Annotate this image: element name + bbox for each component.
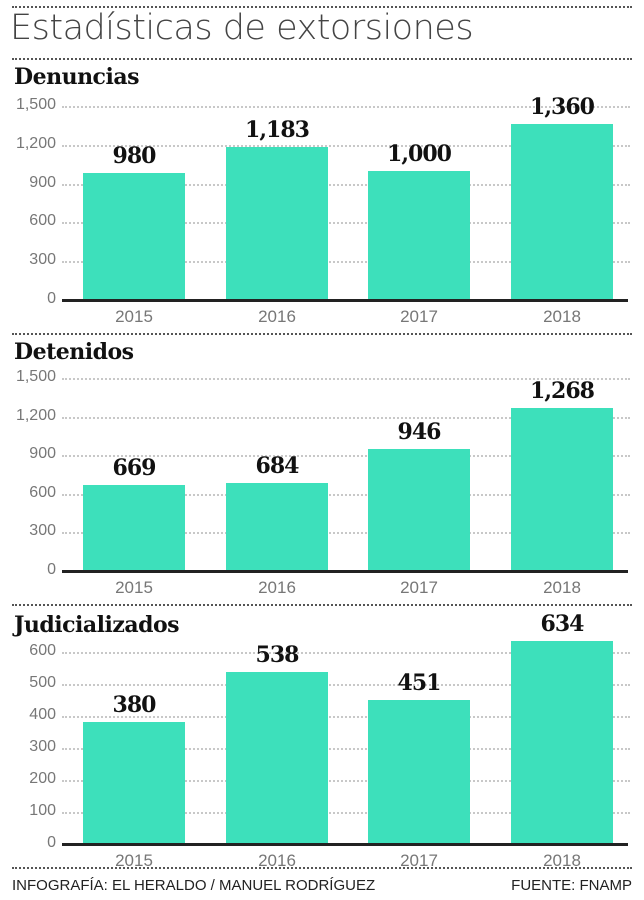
x-axis bbox=[62, 299, 628, 302]
gridline bbox=[62, 493, 630, 496]
x-tick-label: 2016 bbox=[258, 578, 296, 597]
y-tick-label: 400 bbox=[29, 706, 56, 723]
y-tick-label: 100 bbox=[29, 802, 56, 819]
chart-title-judicializados: Judicializados bbox=[14, 612, 180, 638]
bar-2017 bbox=[368, 170, 470, 300]
bar-value-label: 684 bbox=[255, 452, 300, 479]
x-axis bbox=[62, 570, 628, 573]
bar-2016 bbox=[226, 146, 328, 300]
chart-title-denuncias: Denuncias bbox=[14, 64, 139, 90]
y-tick-label: 1,200 bbox=[15, 134, 56, 152]
gridline bbox=[62, 780, 630, 782]
bar-2018 bbox=[511, 641, 613, 844]
bar-value-label: 980 bbox=[112, 143, 157, 170]
bar-2018 bbox=[511, 124, 613, 300]
y-tick-label: 300 bbox=[29, 251, 56, 269]
page-title: Estadísticas de extorsiones bbox=[10, 8, 474, 48]
gridline bbox=[62, 416, 630, 419]
bar-value-label: 669 bbox=[112, 454, 157, 481]
x-tick-label: 2017 bbox=[400, 851, 438, 870]
bar-value-label: 1,183 bbox=[245, 116, 310, 143]
bar-2016 bbox=[226, 671, 328, 844]
bar-value-label: 538 bbox=[255, 641, 300, 668]
bar-2016 bbox=[226, 482, 328, 571]
section-divider bbox=[12, 333, 632, 335]
gridline bbox=[62, 748, 630, 750]
y-tick-label: 1,200 bbox=[15, 406, 56, 424]
gridline bbox=[62, 183, 630, 186]
footer-divider bbox=[12, 867, 632, 869]
y-tick-label: 200 bbox=[29, 770, 56, 787]
bar-value-label: 1,268 bbox=[530, 377, 595, 404]
y-tick-label: 600 bbox=[29, 483, 56, 501]
x-tick-label: 2018 bbox=[543, 307, 581, 326]
y-tick-label: 300 bbox=[29, 522, 56, 540]
gridline bbox=[62, 222, 630, 225]
source-text: FUENTE: FNAMP bbox=[511, 877, 632, 894]
bar-2015 bbox=[83, 173, 185, 300]
gridline bbox=[62, 106, 630, 108]
x-axis bbox=[62, 843, 628, 846]
y-tick-label: 500 bbox=[29, 674, 56, 691]
bar-value-label: 380 bbox=[112, 692, 157, 719]
bar-value-label: 634 bbox=[540, 611, 585, 638]
bar-2017 bbox=[368, 699, 470, 844]
bar-value-label: 1,000 bbox=[387, 140, 452, 167]
gridline bbox=[62, 261, 630, 264]
x-tick-label: 2015 bbox=[115, 307, 153, 326]
gridline bbox=[62, 378, 630, 380]
gridline bbox=[62, 812, 630, 814]
y-tick-label: 0 bbox=[47, 290, 56, 307]
y-tick-label: 0 bbox=[47, 561, 56, 578]
bar-2015 bbox=[83, 722, 185, 844]
y-tick-label: 600 bbox=[29, 642, 56, 659]
section-divider bbox=[12, 604, 632, 606]
y-tick-label: 1,500 bbox=[15, 96, 56, 113]
bar-value-label: 946 bbox=[397, 419, 442, 446]
y-tick-label: 1,500 bbox=[15, 368, 56, 385]
bar-value-label: 451 bbox=[397, 669, 442, 696]
y-tick-label: 300 bbox=[29, 738, 56, 755]
title-divider bbox=[12, 58, 632, 60]
gridline bbox=[62, 144, 630, 147]
x-tick-label: 2016 bbox=[258, 851, 296, 870]
y-tick-label: 600 bbox=[29, 212, 56, 230]
gridline bbox=[62, 684, 630, 686]
x-tick-label: 2016 bbox=[258, 307, 296, 326]
credit-text: INFOGRAFÍA: EL HERALDO / MANUEL RODRÍGUE… bbox=[12, 877, 376, 894]
chart-title-detenidos: Detenidos bbox=[14, 339, 134, 365]
x-tick-label: 2017 bbox=[400, 307, 438, 326]
x-tick-label: 2015 bbox=[115, 578, 153, 597]
y-tick-label: 900 bbox=[29, 445, 56, 463]
x-tick-label: 2018 bbox=[543, 578, 581, 597]
gridline bbox=[62, 652, 630, 654]
bar-2015 bbox=[83, 484, 185, 571]
bar-2018 bbox=[511, 407, 613, 571]
y-tick-label: 0 bbox=[47, 834, 56, 851]
x-tick-label: 2015 bbox=[115, 851, 153, 870]
top-divider bbox=[12, 6, 632, 8]
y-tick-label: 900 bbox=[29, 173, 56, 191]
x-tick-label: 2018 bbox=[543, 851, 581, 870]
bar-2017 bbox=[368, 449, 470, 571]
gridline bbox=[62, 455, 630, 458]
bar-value-label: 1,360 bbox=[530, 94, 595, 121]
x-tick-label: 2017 bbox=[400, 578, 438, 597]
gridline bbox=[62, 716, 630, 718]
gridline bbox=[62, 532, 630, 535]
